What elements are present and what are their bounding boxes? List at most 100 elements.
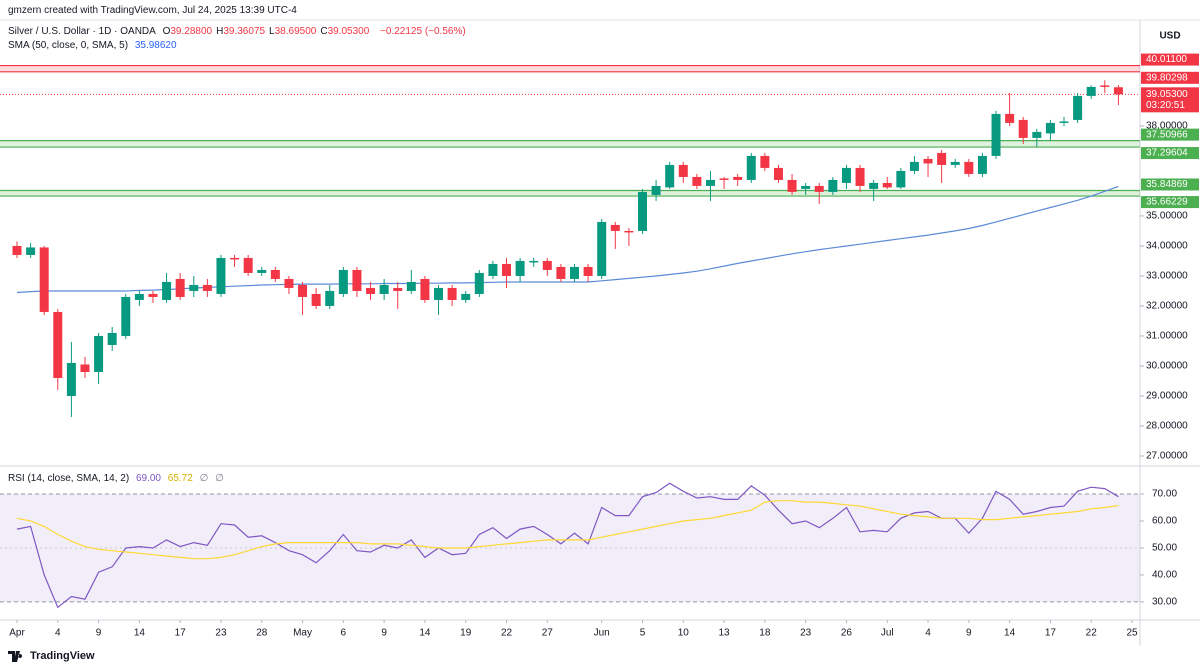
- zone: [0, 190, 1140, 197]
- candle-body: [325, 290, 335, 306]
- candle-body: [311, 293, 321, 306]
- candle-body: [651, 185, 661, 195]
- symbol: Silver / U.S. Dollar · 1D · OANDA: [8, 26, 156, 37]
- price-legend: Silver / U.S. Dollar · 1D · OANDA O39.28…: [8, 26, 470, 38]
- x-tick-label: 22: [1086, 628, 1098, 639]
- y-tick-label: 29.00000: [1146, 391, 1188, 402]
- x-tick-label: 4: [925, 628, 931, 639]
- candle-body: [202, 284, 212, 291]
- rsi-title: RSI (14, close, SMA, 14, 2): [8, 473, 130, 484]
- candle-body: [80, 364, 90, 372]
- candle-body: [447, 287, 457, 300]
- brand: TradingView: [30, 650, 95, 662]
- rsi-legend: RSI (14, close, SMA, 14, 2) 69.00 65.72 …: [8, 473, 228, 485]
- candle-body: [570, 266, 579, 279]
- candle-body: [991, 113, 1001, 156]
- ohlc-value: 39.36075: [223, 26, 266, 37]
- candle-body: [107, 332, 117, 345]
- candle-body: [1086, 86, 1096, 96]
- x-tick-label: 26: [841, 628, 853, 639]
- ohlc: O39.28800 H39.36075 L38.69500 C39.05300: [163, 26, 374, 37]
- candle-body: [352, 269, 362, 291]
- candle-body: [787, 179, 797, 192]
- x-tick-label: 9: [966, 628, 972, 639]
- candle-body: [121, 296, 131, 336]
- y-tick-label: 70.00: [1152, 489, 1177, 500]
- x-tick-label: 9: [381, 628, 387, 639]
- rsi-line: [16, 500, 1119, 560]
- candle-body: [366, 287, 376, 294]
- candle-body: [909, 161, 919, 171]
- rsi-extra: ∅: [199, 473, 209, 484]
- candle-body: [869, 182, 879, 189]
- price-tag-label: 35.84869: [1146, 179, 1188, 190]
- candle-body: [1032, 131, 1042, 138]
- candle-body: [1005, 113, 1015, 123]
- x-tick-label: 6: [341, 628, 347, 639]
- candle-body: [855, 167, 865, 186]
- candle-body: [542, 260, 552, 270]
- candle-body: [705, 179, 715, 186]
- x-tick-label: 14: [419, 628, 431, 639]
- candle-body: [338, 269, 348, 294]
- candle-body: [624, 230, 634, 233]
- price-tag: [1141, 147, 1199, 160]
- price-tag-label: 40.01100: [1146, 54, 1187, 65]
- ohlc-value: 39.05300: [327, 26, 370, 37]
- sma-legend: SMA (50, close, 0, SMA, 5) 35.98620: [8, 40, 181, 52]
- x-tick-label: Jul: [881, 628, 894, 639]
- y-tick-label: 31.00000: [1146, 331, 1188, 342]
- candle-body: [26, 247, 36, 255]
- zone: [0, 140, 1140, 148]
- candle-body: [692, 176, 702, 186]
- y-tick-label: 30.00000: [1146, 361, 1188, 372]
- footer: TradingView: [8, 650, 95, 662]
- x-tick-label: 27: [542, 628, 554, 639]
- candle-body: [814, 185, 824, 192]
- candle-body: [39, 247, 49, 312]
- ohlc-key: O: [162, 26, 171, 37]
- candle-body: [1100, 85, 1110, 87]
- candle-body: [189, 284, 199, 291]
- candle-body: [502, 263, 512, 276]
- candle-body: [94, 335, 104, 372]
- price-tag: [1141, 71, 1199, 84]
- candle-body: [719, 178, 729, 180]
- candle-body: [828, 179, 838, 192]
- candle-body: [977, 155, 987, 174]
- candle-body: [230, 257, 240, 260]
- y-tick-label: 30.00: [1152, 597, 1177, 608]
- candle-body: [597, 221, 607, 276]
- rsi-extra: ∅: [215, 473, 224, 484]
- x-tick-label: 23: [215, 628, 227, 639]
- candle-body: [175, 278, 185, 297]
- candle-body: [257, 269, 267, 273]
- candle-body: [801, 185, 811, 189]
- sma-line: [16, 185, 1119, 294]
- candle-body: [393, 287, 403, 291]
- x-tick-label: 4: [55, 628, 61, 639]
- candle-body: [610, 224, 620, 231]
- price-tag-label: 37.29604: [1146, 148, 1188, 159]
- candle-body: [882, 182, 892, 188]
- sma-name: SMA (50, close, 0, SMA, 5): [8, 40, 129, 51]
- countdown: 03:20:51: [1146, 100, 1185, 111]
- rsi-value: 69.00: [135, 473, 161, 484]
- y-tick-label: 60.00: [1152, 516, 1177, 527]
- candle-body: [665, 164, 675, 188]
- x-tick-label: May: [293, 628, 312, 639]
- candle-body: [896, 170, 906, 188]
- x-tick-label: 23: [800, 628, 812, 639]
- candle-body: [923, 158, 933, 164]
- x-tick-label: 14: [134, 628, 146, 639]
- candle-body: [474, 272, 484, 294]
- zone: [0, 65, 1140, 72]
- y-tick-label: 27.00000: [1146, 451, 1188, 462]
- candle-body: [773, 167, 783, 180]
- candle-body: [515, 260, 525, 276]
- ohlc-key: C: [320, 26, 328, 37]
- ohlc-value: 39.28800: [170, 26, 213, 37]
- last-price-tag: [1141, 87, 1199, 113]
